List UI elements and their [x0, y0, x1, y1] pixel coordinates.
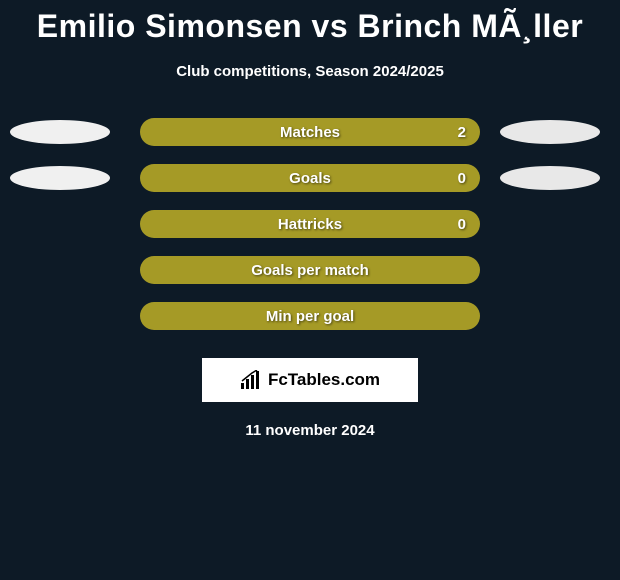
date-text: 11 november 2024	[0, 422, 620, 439]
page-title: Emilio Simonsen vs Brinch MÃ¸ller	[0, 0, 620, 45]
stat-label: Goals	[289, 170, 331, 187]
brand-text: FcTables.com	[268, 370, 380, 390]
stat-bar: Matches 2	[140, 118, 480, 146]
stat-bar: Min per goal	[140, 302, 480, 330]
stat-label: Min per goal	[266, 308, 354, 325]
stat-bar: Goals per match	[140, 256, 480, 284]
player-left-marker	[10, 166, 110, 190]
chart-icon	[240, 370, 262, 390]
stat-bar: Hattricks 0	[140, 210, 480, 238]
stat-bar: Goals 0	[140, 164, 480, 192]
stat-row: Min per goal	[0, 302, 620, 330]
stat-value: 0	[458, 170, 466, 187]
stat-label: Goals per match	[251, 262, 369, 279]
brand-badge[interactable]: FcTables.com	[202, 358, 418, 402]
stat-value: 0	[458, 216, 466, 233]
player-left-marker	[10, 120, 110, 144]
subtitle: Club competitions, Season 2024/2025	[0, 63, 620, 80]
stat-row: Goals per match	[0, 256, 620, 284]
stat-row: Hattricks 0	[0, 210, 620, 238]
stat-label: Hattricks	[278, 216, 342, 233]
stat-row: Goals 0	[0, 164, 620, 192]
stat-value: 2	[458, 124, 466, 141]
stat-label: Matches	[280, 124, 340, 141]
stats-area: Matches 2 Goals 0 Hattricks 0 Goals per …	[0, 118, 620, 330]
player-right-marker	[500, 166, 600, 190]
player-right-marker	[500, 120, 600, 144]
stat-row: Matches 2	[0, 118, 620, 146]
